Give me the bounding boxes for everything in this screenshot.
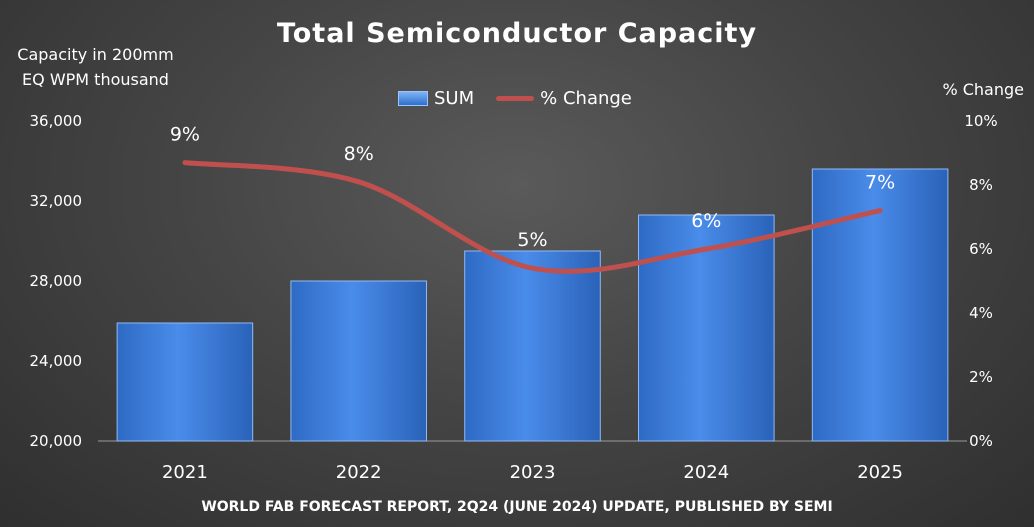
bar bbox=[116, 322, 254, 442]
legend-label-change: % Change bbox=[540, 88, 632, 109]
x-tick-label: 2022 bbox=[336, 462, 382, 483]
y2-tick-label: 8% bbox=[969, 176, 993, 194]
x-tick-label: 2023 bbox=[510, 462, 556, 483]
data-label: 8% bbox=[344, 143, 374, 165]
legend: SUM % Change bbox=[398, 88, 632, 109]
left-axis-title: Capacity in 200mm EQ WPM thousand bbox=[17, 45, 174, 89]
bar bbox=[638, 214, 775, 442]
source-note: WORLD FAB FORECAST REPORT, 2Q24 (JUNE 20… bbox=[201, 499, 833, 515]
chart-title: Total Semiconductor Capacity bbox=[276, 18, 758, 49]
right-axis-title: % Change bbox=[942, 80, 1024, 99]
y-tick-label: 24,000 bbox=[30, 352, 83, 370]
data-label: 5% bbox=[517, 229, 547, 251]
y-tick-label: 32,000 bbox=[30, 192, 83, 210]
legend-line-swatch bbox=[496, 96, 535, 101]
y2-tick-label: 6% bbox=[969, 240, 993, 258]
series-line-change bbox=[182, 160, 883, 274]
x-tick-label: 2024 bbox=[683, 462, 729, 483]
y-tick-label: 36,000 bbox=[30, 112, 83, 130]
x-tick-label: 2025 bbox=[857, 462, 903, 483]
y2-tick-label: 2% bbox=[969, 368, 993, 386]
data-label: 6% bbox=[691, 210, 721, 232]
y2-tick-label: 4% bbox=[969, 304, 993, 322]
data-label: 9% bbox=[170, 124, 200, 146]
bar bbox=[464, 250, 601, 442]
y-tick-label: 20,000 bbox=[30, 432, 83, 450]
bar bbox=[811, 168, 949, 442]
x-tick-label: 2021 bbox=[162, 462, 208, 483]
y2-tick-label: 10% bbox=[964, 112, 997, 130]
data-label: 7% bbox=[865, 172, 895, 194]
legend-label-sum: SUM bbox=[434, 88, 475, 109]
y2-tick-label: 0% bbox=[969, 432, 993, 450]
y-tick-label: 28,000 bbox=[30, 272, 83, 290]
bar bbox=[290, 280, 427, 442]
legend-bar-swatch bbox=[398, 91, 428, 106]
